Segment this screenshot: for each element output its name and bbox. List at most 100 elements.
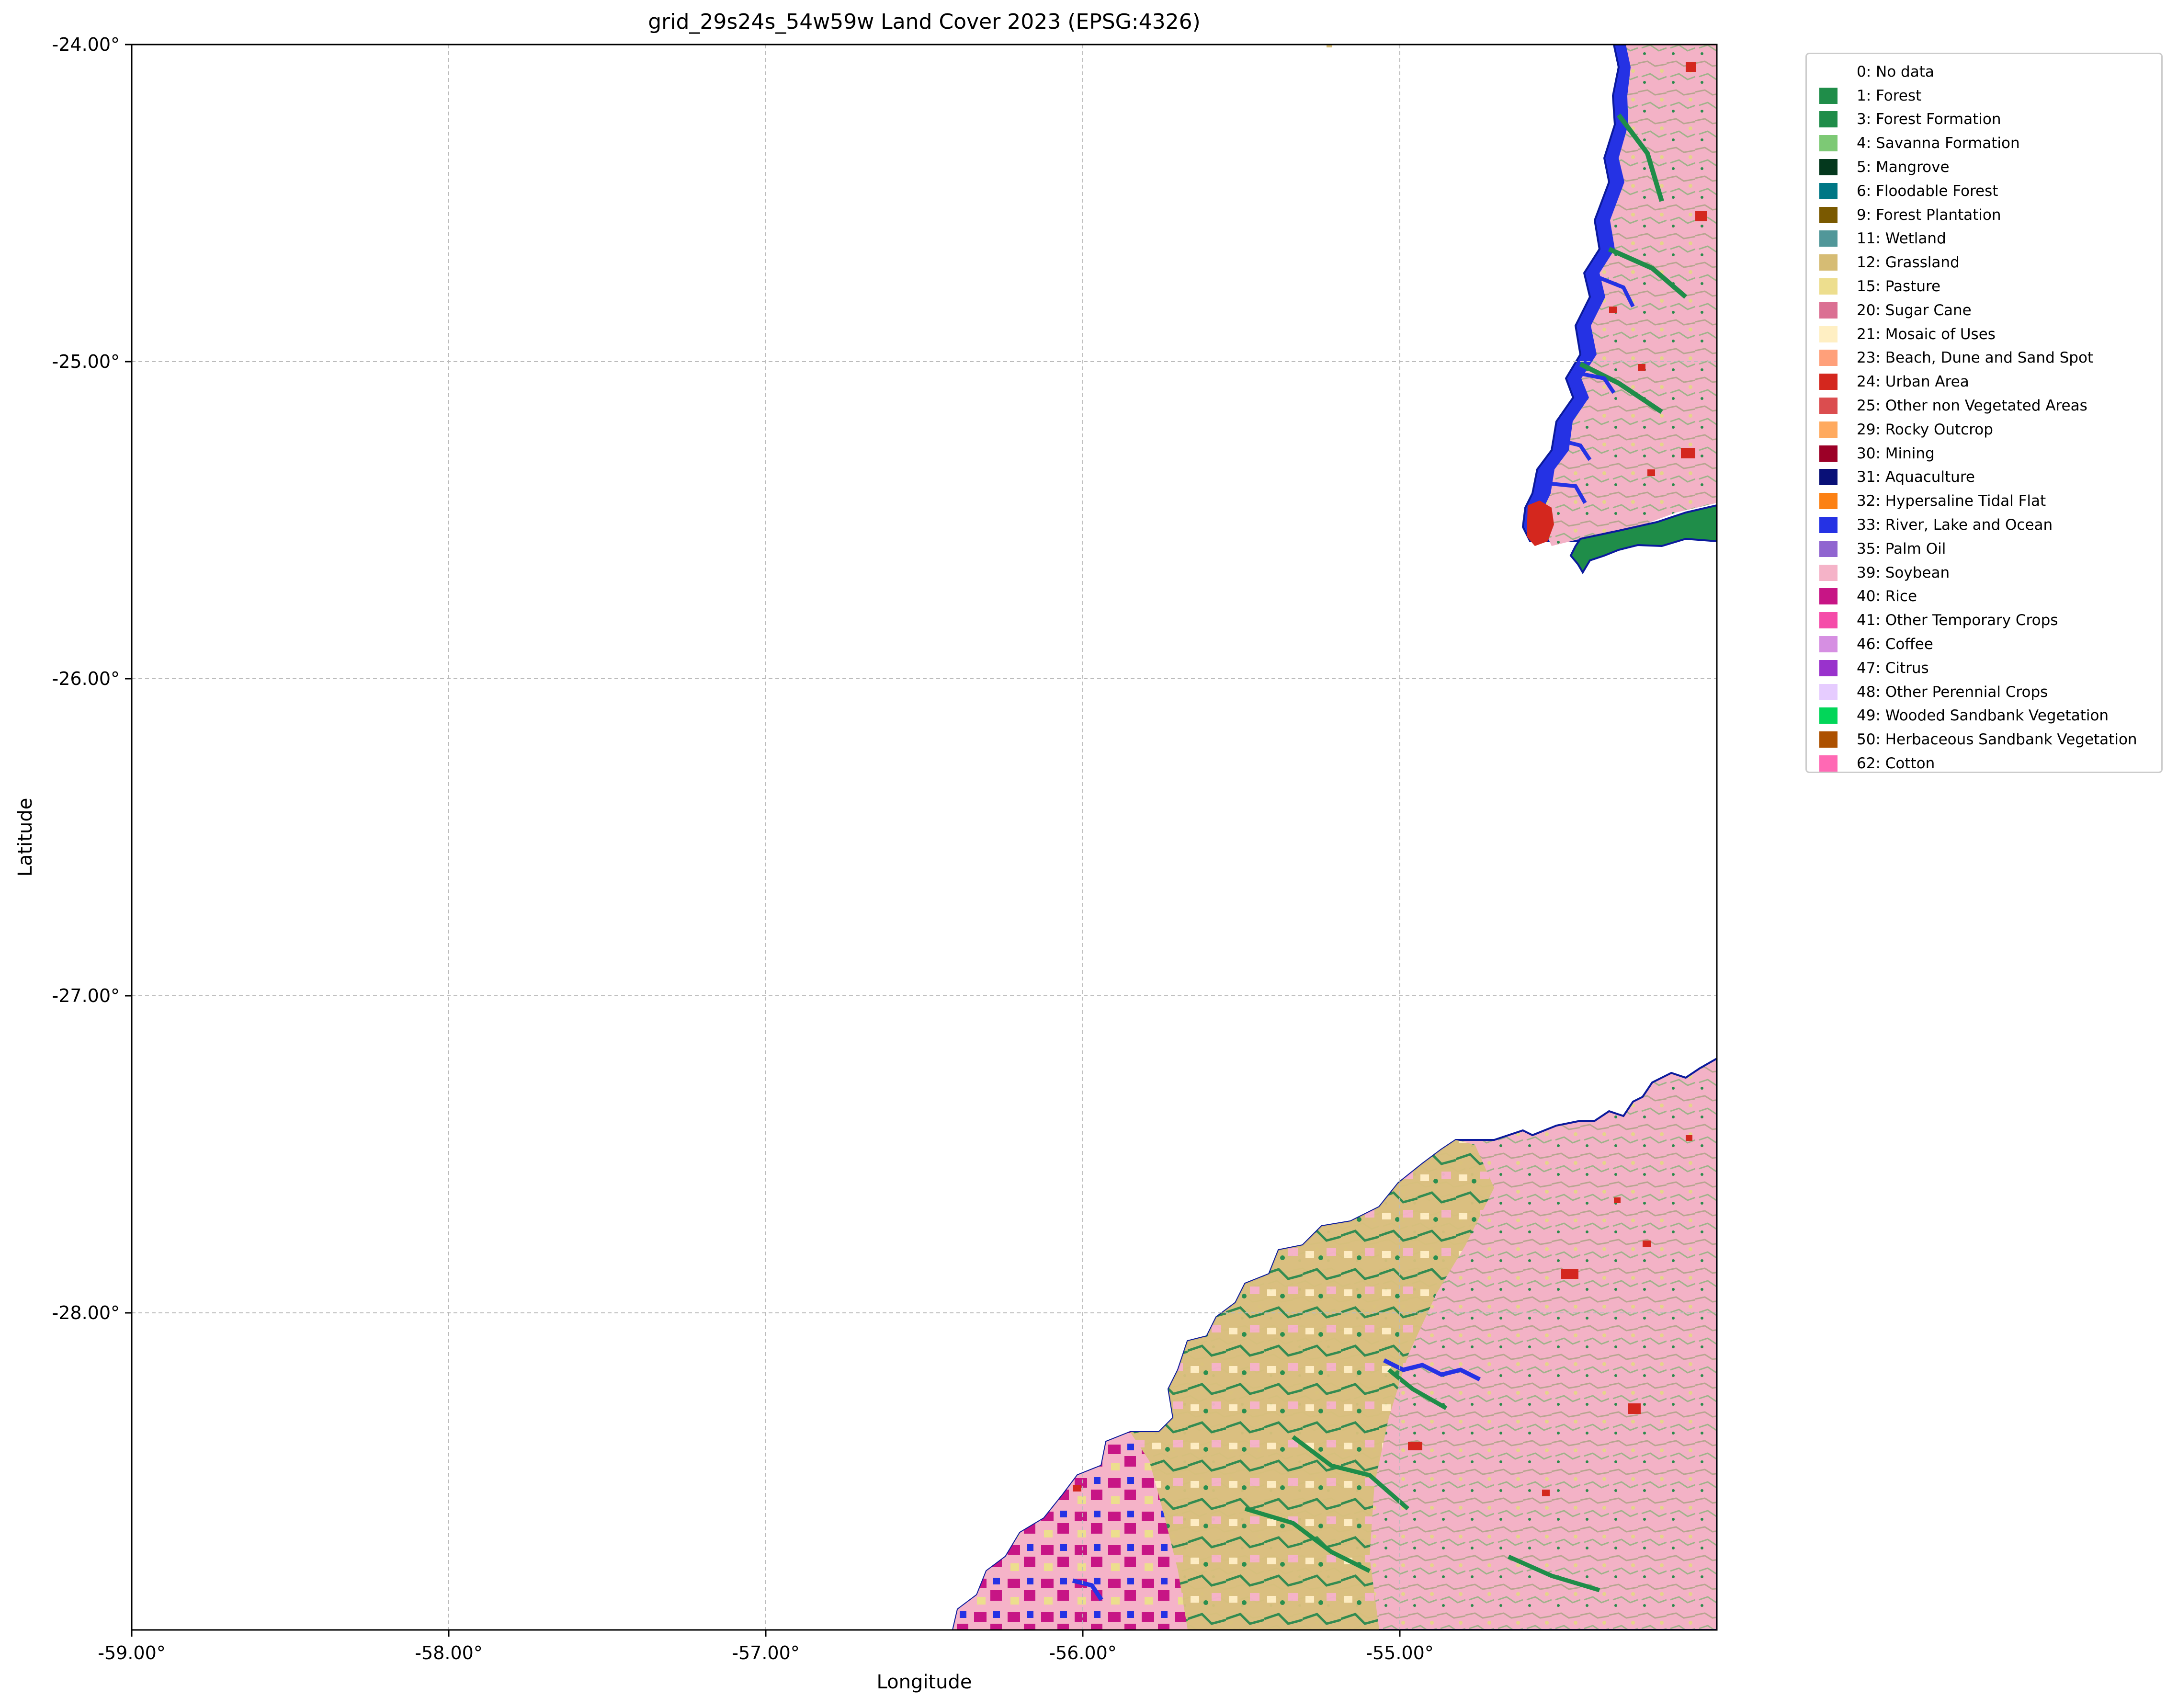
legend-label: 11: Wetland [1857, 230, 1946, 248]
x-tick-label: -56.00° [1049, 1642, 1117, 1663]
legend-label: 30: Mining [1857, 444, 1935, 462]
legend-label: 46: Coffee [1857, 636, 1933, 653]
legend-label: 50: Herbaceous Sandbank Vegetation [1857, 731, 2137, 749]
legend-item: 39: Soybean [1819, 561, 2161, 585]
legend-label: 35: Palm Oil [1857, 540, 1946, 558]
legend-swatch [1819, 707, 1838, 724]
legend-label: 0: No data [1857, 63, 1934, 80]
legend-swatch [1819, 398, 1838, 414]
legend-label: 40: Rice [1857, 588, 1917, 605]
y-tick-label: -25.00° [52, 351, 120, 372]
legend-label: 31: Aquaculture [1857, 468, 1975, 486]
legend-item: 15: Pasture [1819, 274, 2161, 298]
legend-swatch [1819, 111, 1838, 128]
legend-swatch [1819, 564, 1838, 581]
legend-label: 24: Urban Area [1857, 373, 1969, 391]
legend-label: 47: Citrus [1857, 659, 1929, 677]
legend-swatch [1819, 612, 1838, 629]
legend-swatch [1819, 469, 1838, 486]
legend-item: 20: Sugar Cane [1819, 298, 2161, 322]
legend-item: 0: No data [1819, 60, 2161, 84]
legend-item: 23: Beach, Dune and Sand Spot [1819, 346, 2161, 370]
rice-area-south [953, 1432, 1188, 1630]
legend-item: 25: Other non Vegetated Areas [1819, 394, 2161, 418]
x-tick-label: -57.00° [732, 1642, 800, 1663]
x-tick-label: -58.00° [415, 1642, 483, 1663]
legend-label: 49: Wooded Sandbank Vegetation [1857, 707, 2109, 725]
legend-label: 15: Pasture [1857, 278, 1941, 296]
legend-item: 9: Forest Plantation [1819, 203, 2161, 227]
legend-item: 40: Rice [1819, 585, 2161, 609]
legend-swatch [1819, 135, 1838, 152]
map-title: grid_29s24s_54w59w Land Cover 2023 (EPSG… [648, 10, 1201, 34]
legend-swatch [1819, 445, 1838, 462]
land-area-north [1543, 45, 1717, 546]
legend-item: 4: Savanna Formation [1819, 131, 2161, 155]
legend-item: 49: Wooded Sandbank Vegetation [1819, 704, 2161, 728]
legend-item: 33: River, Lake and Ocean [1819, 513, 2161, 537]
legend-label: 25: Other non Vegetated Areas [1857, 397, 2087, 415]
legend-swatch [1819, 421, 1838, 438]
legend-swatch [1819, 206, 1838, 223]
legend-item: 47: Citrus [1819, 656, 2161, 680]
legend-swatch [1819, 374, 1838, 390]
y-axis-label: Latitude [14, 798, 36, 877]
urban-spot-north [1527, 501, 1554, 546]
legend-swatch [1819, 63, 1838, 80]
legend-item: 35: Palm Oil [1819, 537, 2161, 561]
y-tick-label: -24.00° [52, 34, 120, 55]
legend-label: 20: Sugar Cane [1857, 301, 1972, 319]
x-tick-label: -55.00° [1366, 1642, 1434, 1663]
x-tick-label: -59.00° [98, 1642, 166, 1663]
urban-dots-south [1073, 1135, 1692, 1496]
legend-item: 12: Grassland [1819, 251, 2161, 274]
axis-ticks [125, 44, 1401, 1637]
legend-label: 41: Other Temporary Crops [1857, 612, 2058, 629]
legend-label: 9: Forest Plantation [1857, 206, 2001, 224]
legend-swatch [1819, 230, 1838, 247]
legend-item: 24: Urban Area [1819, 370, 2161, 394]
legend-swatch [1819, 755, 1838, 772]
legend-label: 6: Floodable Forest [1857, 182, 1998, 200]
legend-swatch [1819, 636, 1838, 653]
y-tick-label: -27.00° [52, 985, 120, 1006]
legend-item: 6: Floodable Forest [1819, 179, 2161, 203]
legend-swatch [1819, 278, 1838, 295]
legend-item: 11: Wetland [1819, 227, 2161, 251]
gridlines [132, 45, 1717, 1630]
legend-label: 3: Forest Formation [1857, 111, 2001, 128]
legend-label: 4: Savanna Formation [1857, 135, 2020, 152]
legend-swatch [1819, 660, 1838, 676]
legend-item: 31: Aquaculture [1819, 466, 2161, 490]
legend-swatch [1819, 731, 1838, 748]
y-tick-label: -26.00° [52, 668, 120, 689]
x-axis-label: Longitude [877, 1671, 972, 1693]
legend-item: 32: Hypersaline Tidal Flat [1819, 489, 2161, 513]
legend-item: 62: Cotton [1819, 752, 2161, 775]
legend-label: 33: River, Lake and Ocean [1857, 516, 2053, 534]
green-strips-south [1244, 1368, 1600, 1593]
legend-item: 3: Forest Formation [1819, 108, 2161, 132]
legend-label: 29: Rocky Outcrop [1857, 421, 1993, 438]
forest-band-north [1569, 504, 1717, 574]
legend-item: 41: Other Temporary Crops [1819, 608, 2161, 632]
legend-label: 23: Beach, Dune and Sand Spot [1857, 349, 2094, 367]
legend-swatch [1819, 302, 1838, 319]
urban-dots-north [1609, 62, 1707, 476]
legend-item: 1: Forest [1819, 84, 2161, 108]
blue-creeks-north [1551, 276, 1635, 504]
legend-swatch [1819, 254, 1838, 271]
legend-item: 29: Rocky Outcrop [1819, 418, 2161, 442]
legend-swatch [1819, 683, 1838, 700]
legend-label: 5: Mangrove [1857, 159, 1950, 176]
y-tick-label: -28.00° [52, 1302, 120, 1323]
legend-item: 46: Coffee [1819, 632, 2161, 656]
plot-frame [131, 44, 1718, 1631]
legend-item: 5: Mangrove [1819, 155, 2161, 179]
legend-swatch [1819, 588, 1838, 605]
legend-swatch [1819, 326, 1838, 342]
legend-swatch [1819, 159, 1838, 176]
legend-swatch [1819, 182, 1838, 199]
land-cover-raster [952, 45, 1717, 1630]
